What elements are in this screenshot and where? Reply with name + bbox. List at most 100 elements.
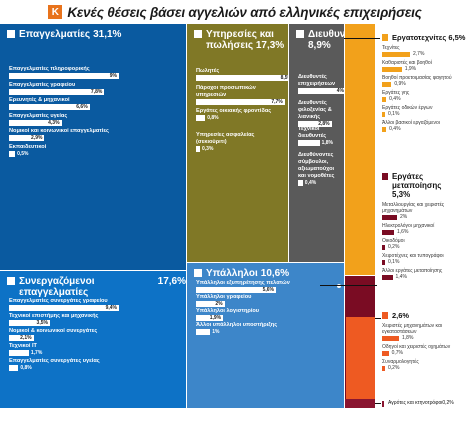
right-list-heading-elementary: 2,6% <box>382 311 466 320</box>
block-title-wrap: Διευθυντές 8,9% <box>308 29 344 51</box>
bar-mark: 2,1% <box>9 335 34 341</box>
right-bar-value: 0,4% <box>389 96 401 102</box>
right-bar-mark <box>382 244 385 250</box>
right-list-elementary: 2,6% Χειριστές μηχανημάτων και εγκαταστάσ… <box>382 311 466 373</box>
right-bar-mark <box>382 350 389 356</box>
right-bar-row: 1,8% <box>382 335 466 341</box>
right-bar-row: 2,7% <box>382 51 466 57</box>
bar-item-clerks: Άλλοι υπάλληλοι υποστήριξης 1% <box>196 322 341 335</box>
bar-value-label: 3,5% <box>36 320 48 326</box>
bar-value-label: 9,4% <box>105 305 117 311</box>
block-clerks: Υπάλληλοι 10,6% Υπάλληλοι εξυπηρέτησης πελ… <box>187 263 344 408</box>
right-bar-row: 0,4% <box>382 126 466 132</box>
block-managers: Διευθυντές 8,9% Διευθυντές επιχειρήσεων4%… <box>289 24 344 262</box>
connector-dot <box>337 284 341 288</box>
bar-value-label: 0,8% <box>207 115 219 121</box>
block-value-services: 17,3% <box>255 40 285 51</box>
right-list-title-crafts: Εργατοτεχνίτες 6,5% <box>392 33 465 42</box>
bar-mark: 3,5% <box>9 320 50 326</box>
right-bar-value: 0,1% <box>388 259 400 265</box>
right-bar-row: 0,1% <box>382 259 466 265</box>
right-list-name: Εργατοτεχνίτες <box>392 33 447 42</box>
right-bar-value: 0,9% <box>394 81 406 87</box>
bar-label: Επαγγελματίες υγείας <box>9 112 68 119</box>
bar-row: 0,8% <box>196 115 285 121</box>
right-list-value: 0,2% <box>442 400 454 406</box>
bar-label: Τεχνικοί διευθυντές <box>298 126 327 139</box>
bar-item-professionals: Ερευνητές & μηχανικοί 6,6% <box>9 97 183 110</box>
bar-mark: 2% <box>196 301 225 307</box>
block-heading-managers: Διευθυντές 8,9% <box>289 24 344 51</box>
right-bar-value: 1,8% <box>402 335 414 341</box>
bar-value-label: 7,8% <box>90 88 103 95</box>
bar-row: 1% <box>196 329 341 335</box>
right-list-name: Εργάτες μεταποίησης <box>392 172 442 190</box>
chart-title: Κενές θέσεις βάσει αγγελιών από ελληνικέ… <box>67 4 422 20</box>
right-item-label: Τεχνίτες <box>382 45 400 51</box>
bar-item-professionals: Επαγγελματίες υγείας 4,3% <box>9 113 183 126</box>
bar-value-label: 2,8% <box>318 121 330 127</box>
bar-mark: 7,8% <box>9 88 105 95</box>
bar-mark: 7,7% <box>196 98 285 105</box>
bar-row: 0,8% <box>9 365 183 371</box>
bar-value-label: 1,9% <box>209 315 222 321</box>
bar-mark <box>298 180 303 186</box>
bar-row: 1,8% <box>298 140 341 146</box>
right-list-agriculture: Αγρότες και κτηνοτρόφοι 0,2% <box>382 399 454 408</box>
right-bar-mark <box>382 81 392 87</box>
bar-item-managers: Διευθύνοντες σύμβουλοι, αξιωματούχοι και… <box>298 152 341 186</box>
right-bar-mark <box>382 365 385 371</box>
bar-row: 0,3% <box>196 145 285 152</box>
bar-mark <box>9 350 29 356</box>
block-name-services: Υπηρεσίες και πωλήσεις <box>206 29 274 51</box>
bar-item-professionals: Επαγγελματίες γραφείου 7,8% <box>9 82 183 95</box>
right-item-label: Χειριστές μηχανημάτων και εγκαταστάσεων <box>382 323 442 335</box>
white-square-icon <box>296 30 304 38</box>
right-item-label: Εργάτες γης <box>382 90 410 96</box>
right-list-title-operators: Εργάτες μεταποίησης 5,3% <box>392 172 452 199</box>
bar-item-managers: Διευθυντές επιχειρήσεων 4% <box>298 74 344 94</box>
chart-title-bar: K Κενές θέσεις βάσει αγγελιών από ελληνι… <box>0 0 470 24</box>
block-name-clerks: Υπάλληλοι <box>206 268 258 279</box>
right-bar-value: 0,1% <box>388 111 400 117</box>
right-list-heading-agriculture: Αγρότες και κτηνοτρόφοι 0,2% <box>382 399 454 408</box>
block-name-managers: Διευθυντές <box>308 29 344 40</box>
right-item-label: Χειροτέχνες και τυπογράφοι <box>382 253 444 259</box>
block-value-professionals: 31,1% <box>93 29 122 40</box>
bar-item-clerks: Υπάλληλοι εξυπηρέτησης πελατών 5,6% <box>196 280 341 293</box>
bar-value-label: 6,6% <box>76 104 88 110</box>
bar-item-associates: Τεχνικοί ΙΤ 1,7% <box>9 343 183 356</box>
bar-mark: 6,6% <box>9 104 90 110</box>
color-square-icon <box>382 173 388 180</box>
right-bar-row: 0,2% <box>382 365 466 371</box>
bar-value-label: 0,4% <box>304 180 317 186</box>
bar-mark: 9% <box>9 73 119 79</box>
color-square-icon <box>382 312 388 319</box>
block-heading-services: Υπηρεσίες και πωλήσεις 17,3% <box>187 24 288 51</box>
bar-value-label: 2,1% <box>20 335 32 341</box>
right-list-value: 6,5% <box>446 33 466 42</box>
bar-label: Διευθυντές φιλοξενίας & λιανικής <box>298 100 332 120</box>
bar-mark <box>9 365 19 371</box>
bar-item-services: Υπηρεσίες ασφαλείας (σεκιούριτι) 0,3% <box>196 132 285 152</box>
block-crafts <box>345 24 375 275</box>
right-list-value: 5,3% <box>392 190 411 199</box>
bar-value-label: 0,5% <box>17 150 29 157</box>
bar-label: Τεχνικοί επιστήμης και μηχανικής <box>9 313 99 319</box>
bar-label: Ερευνητές & μηχανικοί <box>9 97 70 103</box>
bar-label: Επαγγελματίες συνεργάτες υγείας <box>9 358 100 364</box>
bar-value-label: 2,9% <box>31 135 43 141</box>
bar-item-managers: Τεχνικοί διευθυντές 1,8% <box>298 126 341 146</box>
right-bar-row: 1,4% <box>382 274 466 280</box>
right-bar-value: 1,4% <box>395 274 407 280</box>
right-item-label: Βοηθοί προετοιμασίας φαγητού <box>382 75 452 81</box>
bar-value-label: 9% <box>109 73 117 79</box>
bar-item-professionals: Επαγγελματίες πληροφορικής 9% <box>9 66 183 79</box>
right-bar-value: 1,6% <box>397 229 409 235</box>
right-bar-value: 0,7% <box>391 350 404 356</box>
bar-mark: 9,4% <box>9 305 119 311</box>
bar-value-label: 7,7% <box>271 98 283 105</box>
block-services: Υπηρεσίες και πωλήσεις 17,3%Πωλητές8,5%Π… <box>187 24 288 262</box>
right-bar-row: 1,6% <box>382 229 466 235</box>
connector-line <box>344 38 380 39</box>
